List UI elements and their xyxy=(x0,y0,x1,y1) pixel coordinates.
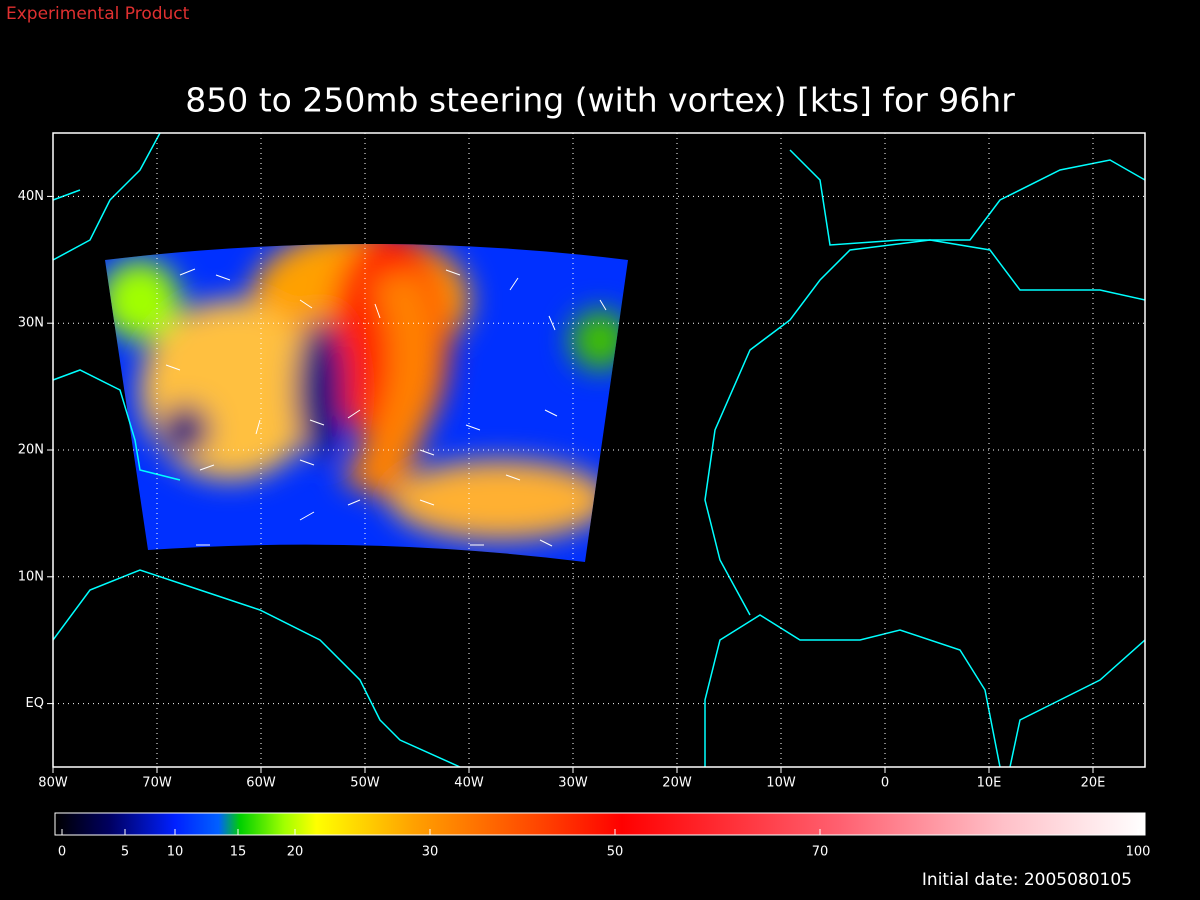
lat-tick-label: 10N xyxy=(18,569,44,584)
colorbar-label: 0 xyxy=(58,845,66,860)
lon-tick-label: 10E xyxy=(977,776,1002,791)
lon-tick-label: 20W xyxy=(662,776,692,791)
lat-tick-label: 40N xyxy=(18,189,44,204)
lat-tick-label: EQ xyxy=(26,696,44,711)
title: 850 to 250mb steering (with vortex) [kts… xyxy=(185,81,1015,120)
lon-tick-label: 70W xyxy=(142,776,172,791)
colorbar-label: 20 xyxy=(287,845,304,860)
wind-field xyxy=(105,244,628,562)
initial-date: Initial date: 2005080105 xyxy=(922,870,1132,890)
colorbar xyxy=(54,812,1146,836)
colorbar-label: 100 xyxy=(1126,845,1151,860)
experimental-note: Experimental Product xyxy=(6,4,190,24)
lat-tick-label: 20N xyxy=(18,443,44,458)
lon-tick-label: 80W xyxy=(38,776,68,791)
colorbar-label: 50 xyxy=(607,845,624,860)
lon-tick-label: 20E xyxy=(1081,776,1106,791)
lon-tick-label: 50W xyxy=(350,776,380,791)
lat-tick-label: 30N xyxy=(18,316,44,331)
colorbar-label: 70 xyxy=(812,845,829,860)
colorbar-label: 30 xyxy=(422,845,439,860)
colorbar-label: 5 xyxy=(121,845,129,860)
colorbar-label: 10 xyxy=(167,845,184,860)
lon-tick-label: 60W xyxy=(246,776,276,791)
lon-tick-label: 40W xyxy=(454,776,484,791)
lon-tick-label: 30W xyxy=(558,776,588,791)
lon-tick-label: 0 xyxy=(881,776,889,791)
lon-tick-label: 10W xyxy=(766,776,796,791)
coastlines xyxy=(52,132,1146,768)
colorbar-label: 15 xyxy=(230,845,247,860)
